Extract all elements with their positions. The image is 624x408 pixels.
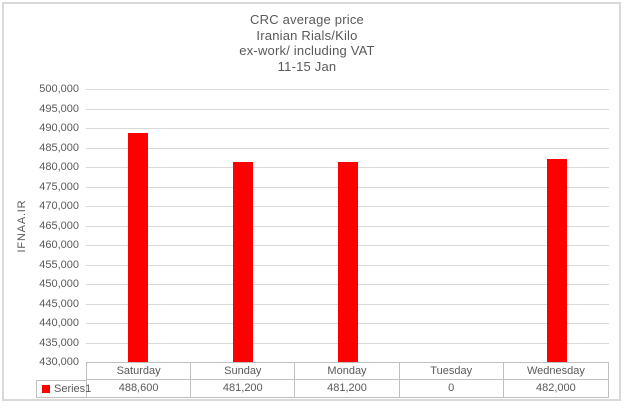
table-header-tuesday: Tuesday [399, 363, 504, 380]
y-tick-label: 495,000 [39, 102, 79, 115]
y-tick-label: 500,000 [39, 83, 79, 95]
y-tick-label: 475,000 [39, 180, 79, 193]
y-gridline [86, 147, 609, 149]
legend-series-label: Series1 [54, 383, 92, 395]
data-table: Saturday Sunday Monday Tuesday Wednesday 488,… [86, 362, 609, 398]
table-header-monday: Monday [295, 363, 400, 380]
table-value-saturday: 488,600 [87, 380, 192, 397]
chart-title: CRC average price Iranian Rials/Kilo ex-… [0, 12, 614, 74]
table-value-monday: 481,200 [295, 380, 400, 397]
chart-title-line-2: Iranian Rials/Kilo [256, 27, 358, 43]
y-gridline [86, 128, 609, 129]
legend-key: Series1 [36, 380, 91, 398]
y-tick-label: 440,000 [39, 317, 79, 329]
y-tick-label: 460,000 [39, 239, 79, 251]
table-header-wednesday: Wednesday [503, 363, 608, 380]
y-tick-label: 480,000 [39, 161, 79, 173]
chart-title-line-1: CRC average price [250, 12, 364, 27]
y-gridline [86, 89, 609, 90]
y-tick-label: 490,000 [39, 122, 79, 134]
y-tick-label: 450,000 [39, 278, 79, 290]
bar-monday [337, 162, 358, 362]
y-tick-label: 435,000 [39, 336, 79, 349]
y-tick-label: 465,000 [39, 219, 79, 232]
chart-title-line-3: ex-work/ including VAT [239, 43, 375, 58]
y-tick-label: 455,000 [39, 258, 79, 271]
y-tick-label: 470,000 [39, 200, 79, 212]
table-value-sunday: 481,200 [191, 380, 296, 397]
bar-saturday [128, 133, 149, 362]
bar-sunday [232, 162, 253, 362]
y-gridline [86, 108, 609, 110]
table-header-saturday: Saturday [87, 363, 192, 380]
legend-series-color-icon [42, 385, 50, 393]
y-tick-label: 445,000 [39, 297, 79, 310]
chart-title-line-4: 11-15 Jan [277, 58, 337, 74]
table-value-wednesday: 482,000 [536, 382, 576, 394]
bar-wednesday [546, 159, 567, 362]
table-header-sunday: Sunday [191, 363, 296, 380]
y-tick-label: 430,000 [39, 356, 79, 368]
y-tick-label: 485,000 [39, 141, 79, 154]
table-value-tuesday: 0 [400, 380, 504, 397]
